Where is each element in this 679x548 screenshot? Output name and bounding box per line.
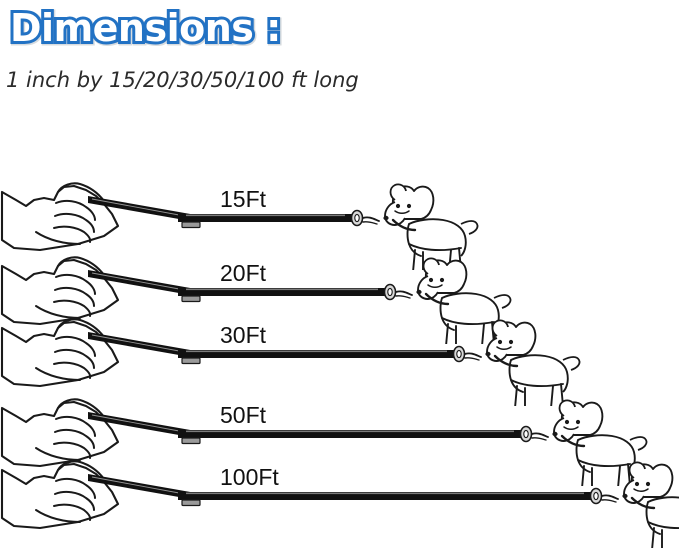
leash-stopper (181, 437, 201, 445)
length-label: 20Ft (220, 260, 267, 286)
dog-illustration (383, 183, 479, 270)
dog-collar (493, 354, 519, 368)
leash-stopper (181, 295, 201, 303)
hand-illustration (0, 460, 120, 530)
leash-clasp (452, 345, 482, 363)
leash-illustration (88, 332, 482, 365)
leash-line (178, 350, 457, 358)
dog-illustration (552, 399, 648, 486)
leash-clasp (383, 283, 413, 301)
length-label: 100Ft (220, 464, 279, 490)
leash-row: 50Ft (0, 386, 679, 486)
leash-row: 15Ft (0, 170, 679, 270)
leash-illustration (88, 474, 619, 507)
dog-illustration (622, 461, 679, 548)
dog-collar (560, 434, 586, 448)
leash-row: 30Ft (0, 306, 679, 406)
length-label: 15Ft (220, 186, 267, 212)
leash-row: 100Ft (0, 448, 679, 548)
length-label: 50Ft (220, 402, 267, 428)
leash-line (178, 430, 524, 438)
page-subtitle: 1 inch by 15/20/30/50/100 ft long (6, 68, 359, 92)
leash-illustration (88, 196, 380, 229)
leash-row: 20Ft (0, 244, 679, 344)
length-label: 30Ft (220, 322, 267, 348)
dog-illustration (485, 319, 581, 406)
leash-clasp (519, 425, 549, 443)
hand-illustration (0, 318, 120, 388)
leash-stopper (181, 221, 201, 229)
leash-stopper (181, 499, 201, 507)
leash-clasp (589, 487, 619, 505)
dog-collar (391, 218, 417, 232)
leash-stopper (181, 357, 201, 365)
leash-line (178, 492, 594, 500)
dog-collar (424, 292, 450, 306)
leash-illustration (88, 270, 413, 303)
hand-illustration (0, 182, 120, 252)
page-title: Dimensions : (7, 3, 284, 53)
title-wrap: Dimensions : Dimensions : (0, 0, 679, 60)
leash-illustration (88, 412, 549, 445)
leash-line (178, 214, 355, 222)
leash-clasp (350, 209, 380, 227)
leash-line (178, 288, 388, 296)
page-title-shadow: Dimensions : (8, 4, 286, 55)
dog-collar (630, 496, 656, 510)
